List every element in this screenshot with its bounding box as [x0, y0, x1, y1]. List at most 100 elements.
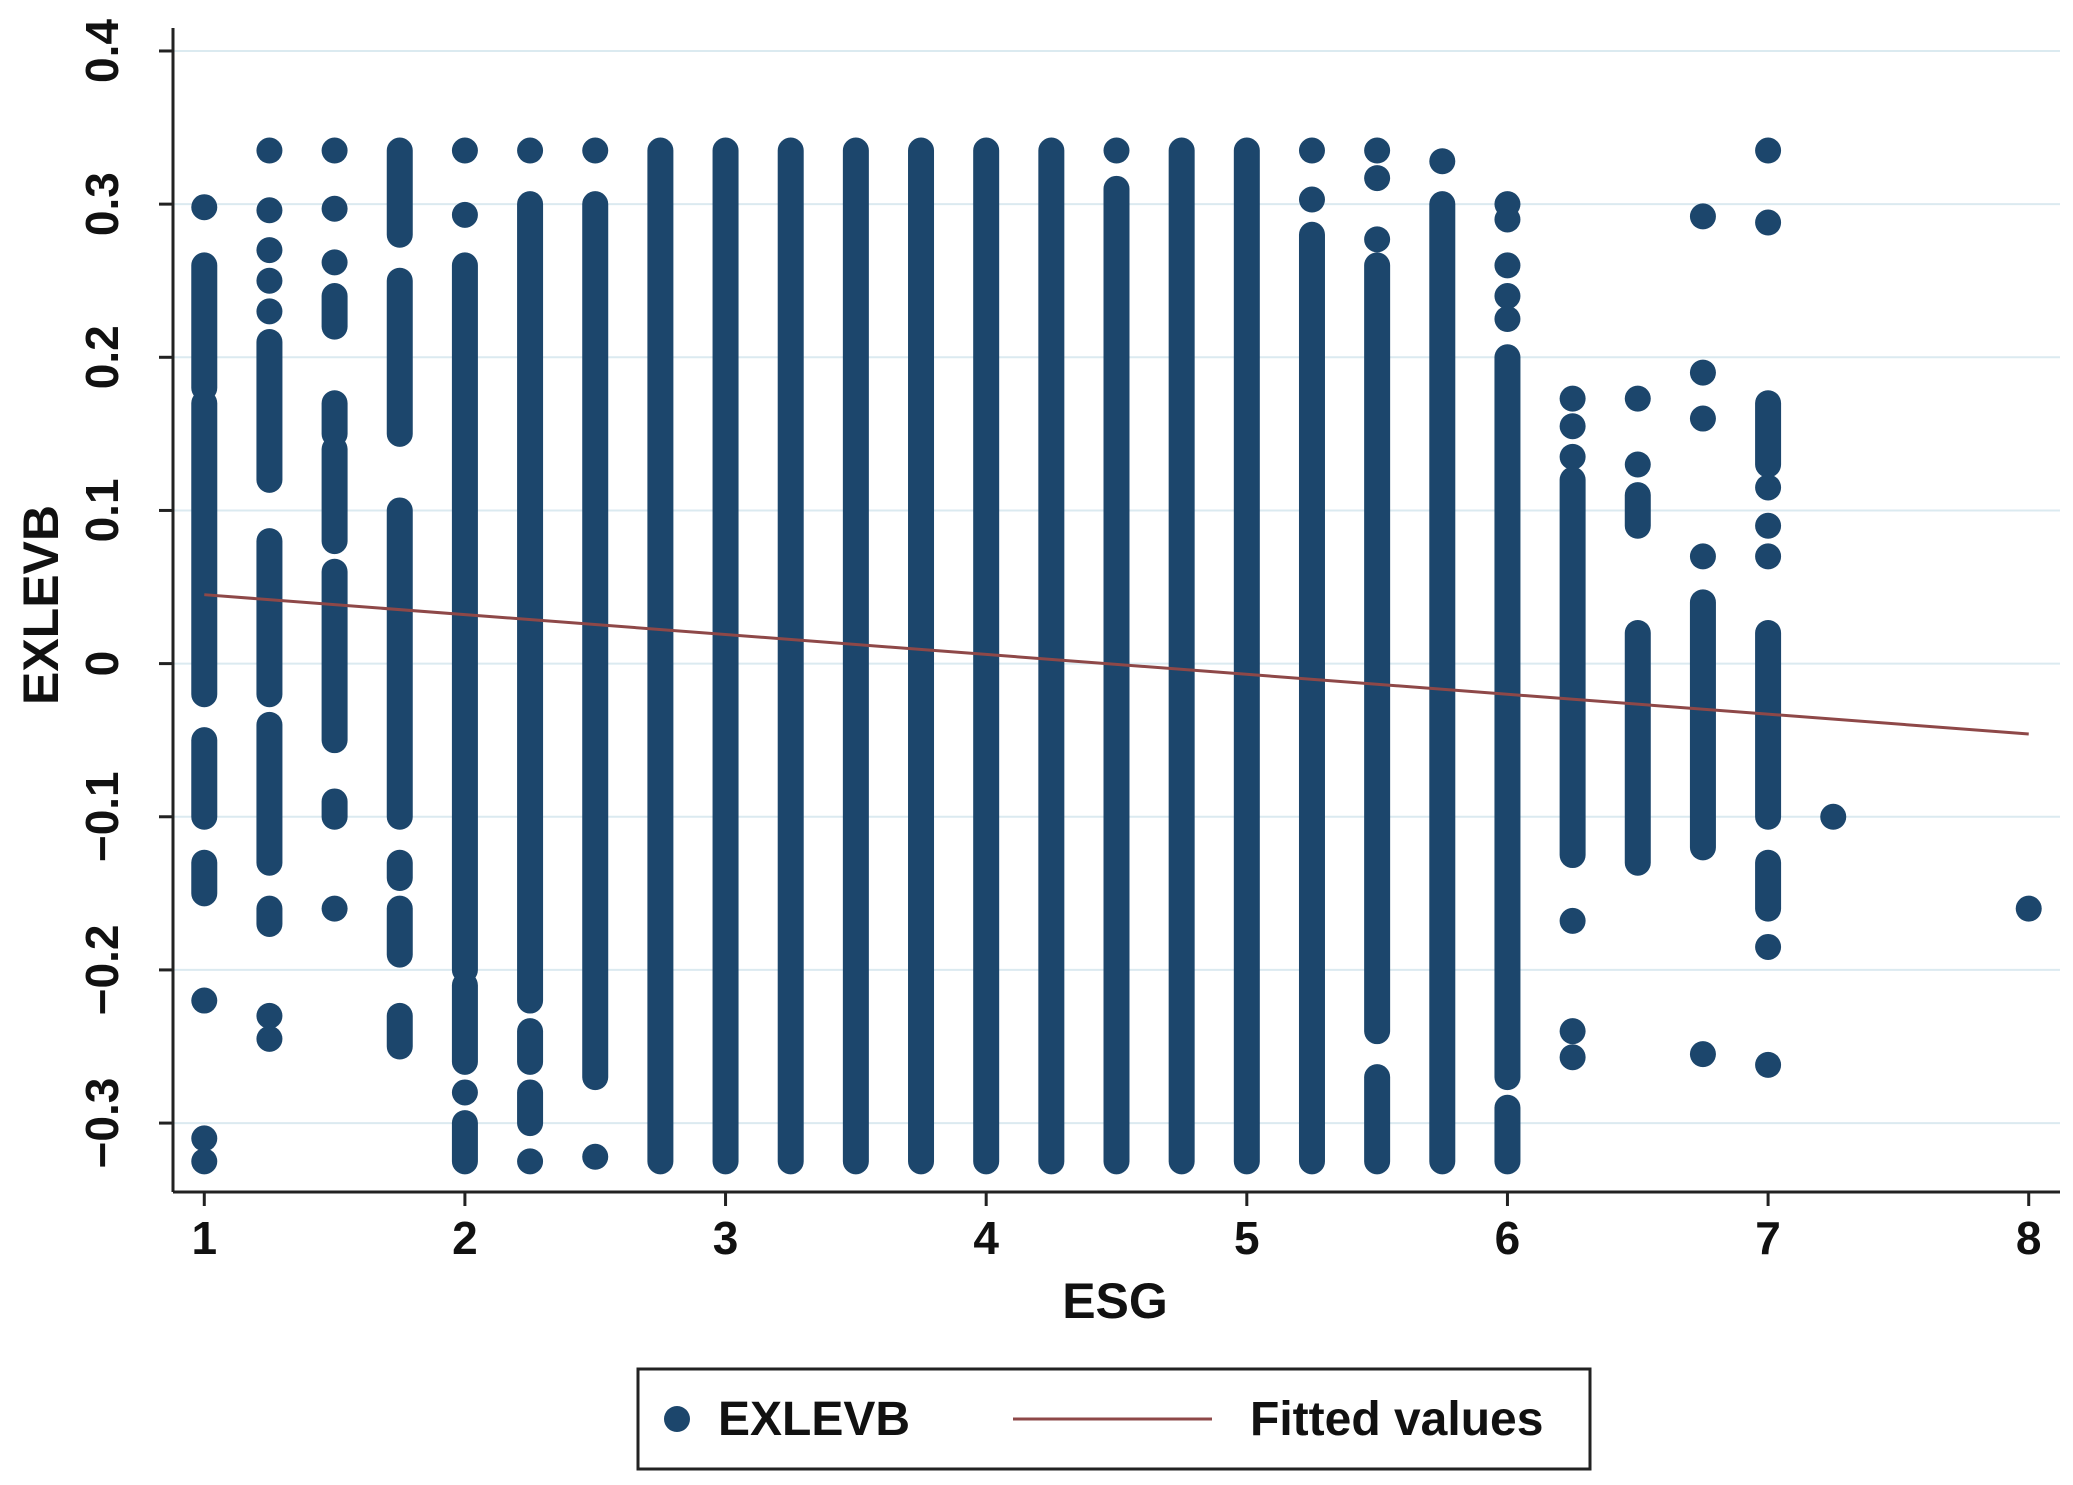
point-cluster-5-2	[517, 1079, 544, 1137]
point-cluster-11-0	[908, 137, 935, 1175]
point-1-0	[256, 137, 283, 164]
point-21-1	[1559, 413, 1586, 440]
point-cluster-2-4	[321, 788, 348, 830]
y-tick-label-1: −0.2	[76, 925, 128, 1016]
point-19-0	[1429, 148, 1456, 175]
point-cluster-0-3	[191, 849, 218, 907]
fitted-line	[204, 593, 2029, 736]
point-24-5	[1755, 933, 1782, 960]
y-tick-label-3: 0	[76, 651, 128, 677]
point-cluster-12-0	[973, 137, 1000, 1175]
point-cluster-3-2	[386, 497, 413, 830]
x-axis-title: ESG	[1062, 1273, 1168, 1329]
point-cluster-3-3	[386, 849, 413, 892]
point-0-0	[191, 194, 218, 221]
point-cluster-0-1	[191, 390, 218, 708]
point-21-0	[1559, 385, 1586, 412]
point-cluster-1-3	[256, 895, 283, 937]
x-tick-label-1: 2	[452, 1212, 478, 1264]
point-25-0	[1820, 803, 1847, 830]
point-24-0	[1755, 137, 1782, 164]
point-cluster-24-0	[1755, 390, 1782, 478]
y-tick-label-2: −0.1	[76, 771, 128, 862]
point-6-1	[582, 1143, 609, 1170]
y-tick-label-6: 0.3	[76, 172, 128, 236]
point-2-0	[321, 137, 348, 164]
point-cluster-13-0	[1038, 137, 1065, 1175]
point-cluster-1-2	[256, 711, 283, 876]
x-tick-label-7: 8	[2016, 1212, 2042, 1264]
point-cluster-5-0	[517, 191, 544, 1014]
point-23-0	[1689, 203, 1716, 230]
point-cluster-10-0	[842, 137, 869, 1175]
point-cluster-20-1	[1494, 1094, 1521, 1175]
point-0-2	[191, 1125, 218, 1152]
point-cluster-9-0	[777, 137, 804, 1175]
point-0-1	[191, 987, 218, 1014]
point-18-2	[1364, 226, 1391, 253]
point-cluster-2-1	[321, 390, 348, 447]
point-21-3	[1559, 907, 1586, 934]
point-cluster-5-1	[517, 1018, 544, 1075]
point-20-1	[1494, 206, 1521, 233]
axes	[171, 28, 2060, 1194]
point-cluster-21-0	[1559, 466, 1586, 869]
point-cluster-7-0	[647, 137, 674, 1175]
point-1-1	[256, 197, 283, 224]
x-tick-label-5: 6	[1495, 1212, 1521, 1264]
point-cluster-1-1	[256, 528, 283, 708]
point-cluster-3-5	[386, 1002, 413, 1060]
point-23-1	[1689, 359, 1716, 386]
legend-label-fitted: Fitted values	[1250, 1393, 1543, 1446]
point-23-2	[1689, 405, 1716, 432]
point-18-1	[1364, 165, 1391, 192]
point-2-2	[321, 249, 348, 276]
scatter-points	[191, 137, 2042, 1175]
y-tick-label-7: 0.4	[76, 19, 128, 83]
point-cluster-14-0	[1103, 175, 1130, 1175]
point-cluster-22-0	[1624, 482, 1651, 539]
point-22-1	[1624, 451, 1651, 478]
point-cluster-4-0	[451, 252, 478, 983]
point-24-3	[1755, 512, 1782, 539]
point-5-0	[517, 137, 544, 164]
point-14-0	[1103, 137, 1130, 164]
point-21-2	[1559, 443, 1586, 470]
point-6-0	[582, 137, 609, 164]
point-cluster-2-0	[321, 283, 348, 340]
point-cluster-3-0	[386, 137, 413, 248]
x-axis-ticks: 1 2 3 4 5 6 7 8	[191, 1192, 2042, 1264]
point-22-0	[1624, 385, 1651, 412]
point-26-0	[2015, 895, 2042, 922]
point-4-2	[451, 1079, 478, 1106]
point-cluster-16-0	[1233, 137, 1260, 1175]
y-tick-label-4: 0.1	[76, 478, 128, 542]
point-24-2	[1755, 474, 1782, 501]
point-20-2	[1494, 252, 1521, 279]
point-cluster-20-0	[1494, 344, 1521, 1091]
x-tick-label-4: 5	[1234, 1212, 1260, 1264]
point-1-3	[256, 267, 283, 294]
point-1-5	[256, 1002, 283, 1029]
point-1-2	[256, 237, 283, 264]
point-cluster-2-3	[321, 558, 348, 754]
point-cluster-3-4	[386, 895, 413, 968]
x-tick-label-3: 4	[973, 1212, 999, 1264]
legend: EXLEVB Fitted values	[636, 1367, 1592, 1471]
point-cluster-3-1	[386, 267, 413, 447]
point-23-4	[1689, 1041, 1716, 1068]
point-1-4	[256, 298, 283, 325]
point-cluster-17-0	[1298, 221, 1325, 1175]
x-tick-label-6: 7	[1755, 1212, 1781, 1264]
point-cluster-6-0	[582, 191, 609, 1091]
point-cluster-8-0	[712, 137, 739, 1175]
point-21-4	[1559, 1018, 1586, 1045]
y-tick-label-5: 0.2	[76, 325, 128, 389]
point-cluster-23-0	[1689, 589, 1716, 861]
point-1-6	[256, 1025, 283, 1052]
point-23-3	[1689, 543, 1716, 570]
point-cluster-4-1	[451, 972, 478, 1075]
fitted-line-layer-top	[204, 593, 2029, 736]
point-24-4	[1755, 543, 1782, 570]
